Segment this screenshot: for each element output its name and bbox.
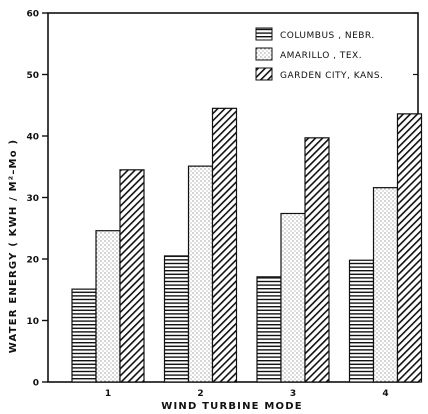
bar-garden-city-mode-2 (211, 107, 238, 383)
y-tick-label: 10 (26, 317, 39, 327)
legend-swatch-columbus (255, 27, 273, 41)
bar-garden-city-mode-1 (119, 169, 145, 383)
y-tick-label: 50 (26, 71, 39, 81)
bar-amarillo-mode-1 (95, 230, 121, 383)
x-axis: 1 2 3 4 (105, 377, 389, 399)
legend-swatch-garden-city (255, 67, 273, 81)
x-tick-label: 2 (197, 389, 203, 399)
y-tick-label: 60 (26, 10, 39, 20)
y-axis-title: WATER ENERGY ( KWH / M²–Mo ) (8, 139, 19, 353)
legend-label-amarillo: AMARILLO , TEX. (280, 51, 362, 61)
x-tick-label: 4 (382, 389, 388, 399)
legend: COLUMBUS , NEBR. AMARILLO , TEX. GARDEN … (255, 27, 383, 81)
y-tick-label: 0 (33, 379, 39, 389)
legend-swatch-amarillo (255, 47, 273, 61)
y-tick-label: 40 (26, 133, 39, 143)
legend-label-garden-city: GARDEN CITY, KANS. (280, 71, 383, 81)
x-tick-label: 3 (290, 389, 296, 399)
bars-group (71, 107, 423, 383)
bar-amarillo-mode-4 (372, 187, 399, 383)
bar-columbus-mode-1 (71, 288, 97, 383)
x-tick-label: 1 (105, 389, 111, 399)
bar-columbus-mode-3 (256, 276, 282, 383)
x-axis-title: WIND TURBINE MODE (161, 401, 303, 412)
y-tick-label: 30 (26, 194, 39, 204)
bar-amarillo-mode-3 (280, 212, 306, 383)
legend-label-columbus: COLUMBUS , NEBR. (280, 31, 375, 41)
bar-amarillo-mode-2 (187, 165, 214, 383)
bar-columbus-mode-2 (163, 255, 190, 383)
bar-columbus-mode-4 (348, 259, 375, 383)
bar-garden-city-mode-4 (396, 113, 423, 383)
bar-garden-city-mode-3 (304, 137, 330, 383)
y-tick-label: 20 (26, 256, 39, 266)
